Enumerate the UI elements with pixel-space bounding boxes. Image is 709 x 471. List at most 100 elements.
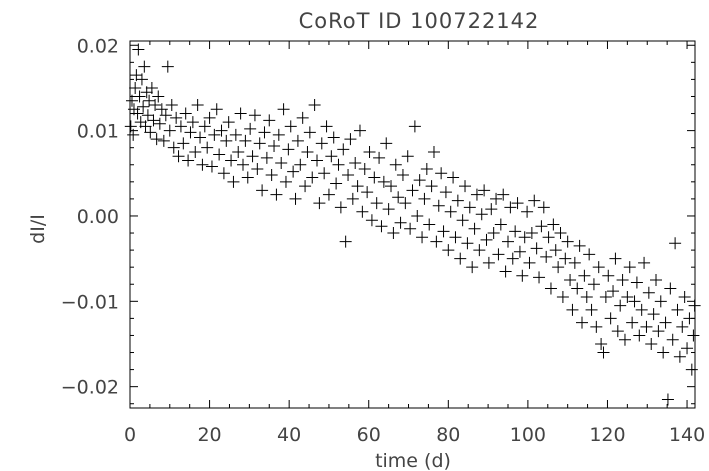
data-point [650, 273, 663, 286]
data-point [418, 192, 431, 205]
data-point [291, 134, 304, 147]
data-point [349, 157, 362, 170]
y-tick-label: −0.01 [61, 291, 119, 313]
data-point [671, 303, 684, 316]
data-point [370, 197, 383, 210]
data-point [549, 244, 562, 257]
data-point [144, 126, 157, 139]
data-point [163, 124, 176, 137]
data-point [320, 120, 333, 133]
data-point [533, 271, 546, 284]
data-point [272, 128, 285, 141]
data-point [475, 208, 488, 221]
data-point [544, 282, 557, 295]
data-point [576, 316, 588, 329]
x-tick-label: 0 [124, 424, 136, 446]
data-point [497, 188, 510, 201]
data-point [482, 256, 495, 269]
data-point [404, 222, 417, 235]
data-point [346, 192, 359, 205]
data-point [182, 154, 195, 167]
data-point [399, 197, 412, 210]
data-point [425, 180, 438, 193]
data-point [454, 252, 467, 265]
data-point [449, 231, 462, 244]
data-point [330, 177, 343, 190]
data-point [456, 214, 469, 227]
data-point [442, 244, 455, 257]
data-point [287, 165, 300, 178]
data-point [139, 120, 152, 133]
data-point [542, 231, 555, 244]
data-point [504, 201, 517, 214]
data-point [430, 235, 443, 248]
data-point [468, 222, 481, 235]
data-point [153, 117, 166, 130]
data-point [437, 225, 450, 238]
data-point [363, 145, 376, 158]
data-point [248, 109, 261, 122]
data-point [149, 99, 162, 112]
data-point [322, 188, 335, 201]
data-point [208, 128, 221, 141]
data-point [313, 197, 326, 210]
data-point [184, 126, 197, 139]
data-point [470, 188, 483, 201]
data-point [535, 220, 548, 233]
data-point [167, 141, 180, 154]
data-point [439, 186, 452, 199]
data-point [604, 312, 617, 325]
data-point [337, 143, 350, 156]
data-point [678, 291, 691, 304]
data-point [681, 342, 694, 355]
data-point [342, 168, 355, 181]
data-point [638, 256, 651, 269]
data-point [303, 126, 316, 139]
data-point [571, 282, 584, 295]
data-point [666, 333, 679, 346]
data-point [492, 248, 505, 261]
data-point [396, 168, 409, 181]
data-point [244, 122, 257, 135]
data-point [150, 133, 163, 146]
y-axis-label: dI/I [27, 214, 49, 244]
data-point [361, 186, 374, 199]
data-point [616, 273, 629, 286]
data-point [528, 194, 541, 207]
data-point [258, 126, 271, 139]
data-point [387, 227, 400, 240]
x-tick-label: 140 [669, 424, 705, 446]
data-point [506, 252, 519, 265]
y-axis-ticks: 0.02 0.01 0.00 −0.01 −0.02 [61, 35, 695, 405]
data-point [152, 90, 165, 103]
data-point [490, 192, 503, 205]
data-point [339, 235, 352, 248]
data-point [621, 291, 634, 304]
data-point [161, 60, 174, 73]
data-point [196, 158, 209, 171]
data-point [299, 180, 312, 193]
data-point [583, 248, 596, 261]
y-tick-label: −0.02 [61, 377, 119, 399]
data-point [389, 158, 402, 171]
data-point [423, 218, 436, 231]
data-point [509, 225, 522, 238]
data-point [540, 250, 553, 263]
data-point [135, 73, 148, 86]
data-point [645, 337, 658, 350]
x-tick-label: 40 [277, 424, 301, 446]
data-point [485, 203, 498, 216]
data-point [145, 81, 158, 94]
data-point [239, 134, 252, 147]
data-point [253, 137, 266, 150]
data-point [246, 150, 259, 163]
data-point [559, 252, 572, 265]
data-point [626, 316, 639, 329]
data-point [377, 175, 390, 188]
data-point [132, 43, 145, 56]
data-point [198, 120, 211, 133]
data-point [159, 109, 172, 122]
data-point [635, 303, 648, 316]
data-point [353, 124, 366, 137]
data-point [311, 154, 324, 167]
